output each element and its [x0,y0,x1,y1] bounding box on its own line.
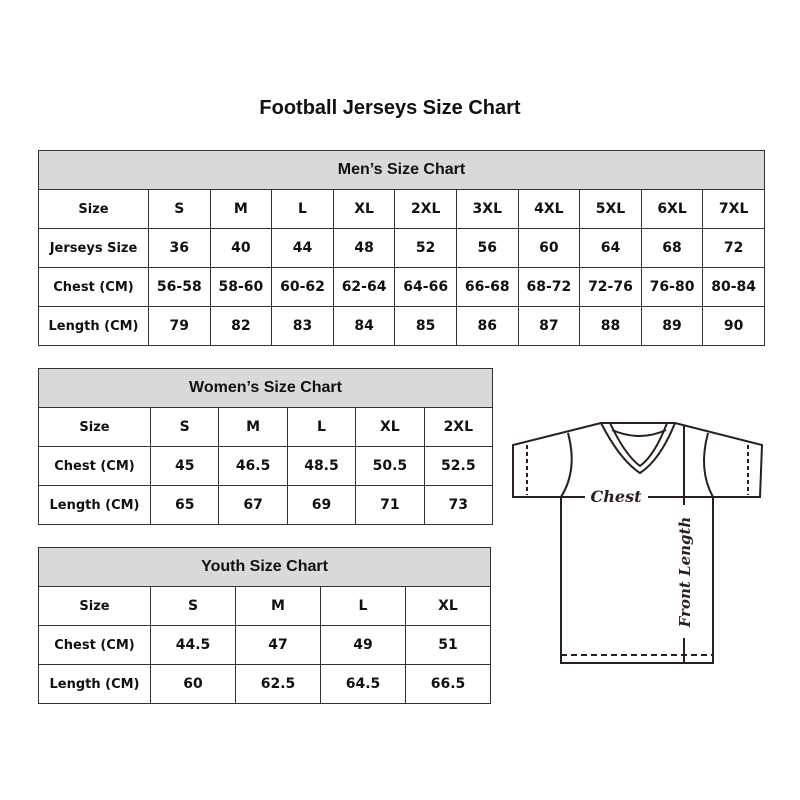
table-cell: 64-66 [394,267,457,307]
table-cell: 45 [149,446,220,486]
table-cell: 5XL [579,189,642,229]
table-cell: 62.5 [235,664,321,704]
table-cell: 51 [404,625,492,665]
table-cell: L [271,189,334,229]
table-row: Length (CM) 60 62.5 64.5 66.5 [38,664,492,704]
table-cell: 48 [332,228,396,268]
table-row: Chest (CM) 45 46.5 48.5 50.5 52.5 [38,446,494,486]
table-cell: 52.5 [423,446,494,486]
table-cell: 68-72 [517,267,581,307]
row-label: Chest (CM) [38,625,151,665]
table-cell: 82 [209,306,273,346]
front-length-label: Front Length [676,517,694,629]
table-cell: 68 [640,228,704,268]
table-row: Size S M L XL [38,586,492,626]
table-cell: 56-58 [148,267,211,307]
row-label: Length (CM) [38,664,151,704]
table-cell: S [149,407,220,447]
table-title: Youth Size Chart [37,547,492,587]
row-label: Length (CM) [38,485,151,525]
table-cell: 60 [150,664,236,704]
table-cell: 64.5 [320,664,406,704]
table-cell: 44.5 [150,625,236,665]
row-label: Chest (CM) [38,446,151,486]
table-cell: 60 [517,228,581,268]
table-title: Men’s Size Chart [38,150,765,190]
row-label: Size [38,407,151,447]
table-cell: 76-80 [640,267,704,307]
table-cell: 66-68 [455,267,519,307]
table-title: Women’s Size Chart [37,368,494,408]
table-cell: 3XL [455,189,519,229]
chest-label: Chest [591,487,643,506]
row-label: Size [38,189,149,229]
table-cell: 83 [271,306,334,346]
table-cell: 64 [579,228,642,268]
table-cell: 86 [455,306,519,346]
page-title: Football Jerseys Size Chart [259,97,521,119]
table-cell: 49 [320,625,406,665]
table-cell: 48.5 [286,446,357,486]
table-cell: M [218,407,288,447]
table-cell: XL [404,586,492,626]
table-cell: S [150,586,236,626]
table-cell: 7XL [702,189,765,229]
row-label: Length (CM) [38,306,149,346]
table-cell: XL [332,189,396,229]
table-cell: 52 [394,228,457,268]
table-cell: 69 [286,485,357,525]
table-cell: 6XL [640,189,704,229]
table-cell: 44 [271,228,334,268]
table-row: Length (CM) 65 67 69 71 73 [38,485,494,525]
table-cell: 60-62 [271,267,334,307]
row-label: Size [38,586,151,626]
table-cell: 56 [455,228,519,268]
row-label: Jerseys Size [38,228,149,268]
table-cell: S [148,189,211,229]
table-cell: 89 [640,306,704,346]
youth-size-table: Youth Size Chart Size S M L XL Chest (CM) 44.5 4… [37,547,492,704]
table-cell: 72-76 [579,267,642,307]
table-cell: 36 [148,228,211,268]
table-row: Chest (CM) 44.5 47 49 51 [38,625,492,665]
table-cell: 73 [423,485,494,525]
table-cell: 62-64 [332,267,396,307]
table-cell: 67 [218,485,288,525]
table-cell: 90 [702,306,765,346]
table-cell: 84 [332,306,396,346]
table-cell: L [320,586,406,626]
table-cell: 72 [702,228,765,268]
table-cell: 4XL [517,189,581,229]
table-row: Size S M L XL 2XL [38,407,494,447]
table-cell: L [286,407,357,447]
table-cell: 65 [149,485,220,525]
table-cell: M [235,586,321,626]
table-cell: 2XL [394,189,457,229]
table-cell: 50.5 [355,446,425,486]
table-row: Size S M L XL 2XL 3XL 4XL 5XL 6XL 7XL [38,189,765,229]
table-row: Chest (CM) 56-58 58-60 60-62 62-64 64-66 66-68… [38,267,765,307]
table-cell: 46.5 [218,446,288,486]
table-cell: 47 [235,625,321,665]
table-cell: 66.5 [404,664,492,704]
womens-size-table: Women’s Size Chart Size S M L XL 2XL Chest (CM)… [37,368,494,525]
jersey-diagram-icon: Chest Front Length [512,422,764,664]
table-cell: 85 [394,306,457,346]
table-cell: 40 [209,228,273,268]
table-cell: 79 [148,306,211,346]
row-label: Chest (CM) [38,267,149,307]
table-cell: 80-84 [702,267,765,307]
table-cell: XL [355,407,425,447]
mens-size-table: Men’s Size Chart Size S M L XL 2XL 3XL 4XL 5XL 6XL… [38,150,765,346]
table-cell: 58-60 [209,267,273,307]
table-row: Length (CM) 79 82 83 84 85 86 87 88 89 90 [38,306,765,346]
table-row: Jerseys Size 36 40 44 48 52 56 60 64 68 72 [38,228,765,268]
table-cell: 2XL [423,407,494,447]
table-cell: 87 [517,306,581,346]
table-cell: M [209,189,273,229]
table-cell: 71 [355,485,425,525]
table-cell: 88 [579,306,642,346]
